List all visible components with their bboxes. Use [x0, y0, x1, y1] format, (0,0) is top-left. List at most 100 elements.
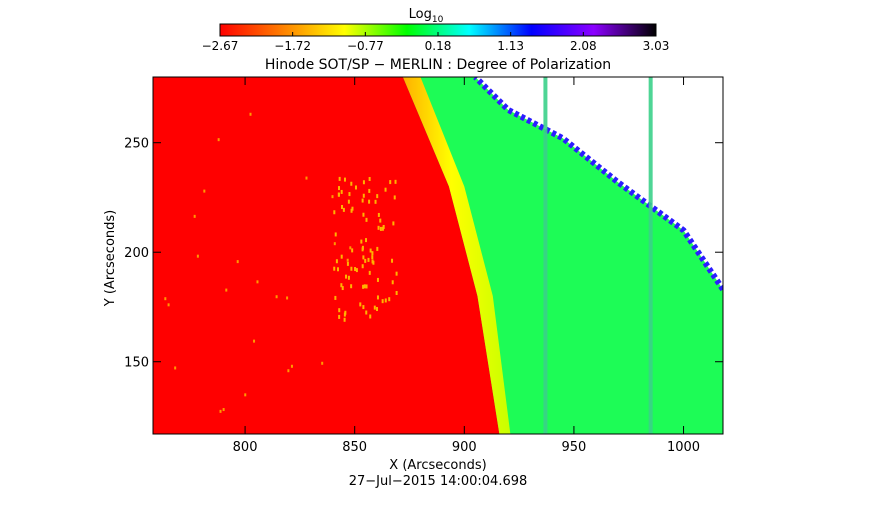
- bright-point: [348, 192, 351, 197]
- bright-point: [350, 284, 353, 289]
- bright-point: [379, 226, 382, 231]
- bright-point: [368, 176, 371, 181]
- bright-point: [217, 138, 220, 142]
- bright-point: [249, 112, 252, 116]
- bright-point: [341, 286, 344, 291]
- colorbar-tick-label: 2.08: [570, 39, 597, 53]
- heatmap-plot-area: [153, 77, 723, 434]
- bright-point: [174, 366, 177, 370]
- bright-point: [333, 210, 336, 215]
- bright-point: [338, 186, 341, 191]
- bright-point: [368, 270, 371, 275]
- x-tick-label: 950: [562, 440, 587, 455]
- colorbar-tick-label: −0.77: [347, 39, 384, 53]
- timestamp-footer: 27−Jul−2015 14:00:04.698: [349, 474, 528, 489]
- bright-point: [391, 280, 394, 285]
- x-tick-label: 800: [233, 440, 258, 455]
- bright-point: [338, 308, 341, 313]
- bright-points: [164, 112, 398, 413]
- bright-point: [334, 232, 337, 237]
- colorbar-tick-label: −1.72: [274, 39, 311, 53]
- bright-point: [368, 199, 371, 204]
- bright-point: [167, 303, 170, 307]
- colorbar-tick-label: 0.18: [425, 39, 452, 53]
- bright-point: [359, 302, 362, 307]
- bright-point: [362, 180, 365, 185]
- bright-point: [244, 393, 247, 397]
- bright-point: [347, 275, 350, 280]
- bright-point: [342, 207, 345, 212]
- bright-point: [363, 284, 366, 289]
- bright-point: [376, 194, 379, 199]
- colorbar-label: Log10: [409, 7, 444, 25]
- vertical-streak: [648, 77, 653, 434]
- y-tick-label: 200: [124, 246, 149, 261]
- bright-point: [369, 314, 372, 319]
- bright-point: [384, 298, 387, 303]
- bright-point: [369, 248, 372, 253]
- bright-point: [395, 290, 398, 295]
- bright-point: [354, 267, 357, 272]
- bright-point: [346, 261, 349, 266]
- bright-point: [373, 305, 376, 310]
- bright-point: [256, 280, 259, 284]
- bright-point: [253, 339, 256, 343]
- bright-point: [345, 274, 348, 279]
- bright-point: [196, 254, 199, 258]
- bright-point: [361, 247, 364, 252]
- bright-point: [338, 314, 341, 319]
- bright-point: [371, 251, 374, 256]
- bright-point: [164, 297, 167, 301]
- bright-point: [337, 192, 340, 197]
- bright-point: [343, 312, 346, 317]
- bright-point: [388, 297, 391, 302]
- bright-point: [372, 260, 375, 265]
- bright-point: [340, 189, 343, 194]
- bright-point: [362, 193, 365, 198]
- bright-point: [355, 268, 358, 273]
- bright-point: [219, 409, 222, 413]
- x-tick-label: 850: [342, 440, 367, 455]
- missing-data-region: [475, 77, 723, 290]
- bright-point: [362, 284, 365, 289]
- bright-point: [376, 295, 379, 300]
- bright-point: [362, 305, 365, 310]
- bright-point: [365, 217, 368, 222]
- bright-point: [371, 255, 374, 260]
- colorbar-label-subscript: 10: [432, 15, 444, 25]
- bright-point: [392, 221, 395, 226]
- x-tick-label: 1000: [667, 440, 700, 455]
- bright-point: [351, 206, 354, 211]
- bright-point: [290, 364, 293, 368]
- bright-point: [381, 299, 384, 304]
- bright-point: [365, 310, 368, 315]
- bright-point: [350, 208, 353, 213]
- colorbar-tick-label: 1.13: [497, 39, 524, 53]
- x-axis-label: X (Arcseconds): [389, 458, 486, 473]
- bright-point: [374, 199, 377, 204]
- x-tick-label: 900: [452, 440, 477, 455]
- bright-point: [391, 258, 394, 263]
- bright-point: [376, 246, 379, 251]
- bright-point: [393, 195, 396, 200]
- bright-point: [389, 180, 392, 185]
- bright-point: [350, 266, 353, 271]
- bright-point: [333, 242, 336, 246]
- bright-point: [336, 267, 339, 272]
- bright-point: [349, 246, 352, 250]
- bright-point: [384, 187, 387, 192]
- y-axis-label: Y (Arcseconds): [103, 210, 118, 307]
- bright-point: [225, 288, 228, 292]
- bright-point: [340, 254, 343, 259]
- vertical-streaks: [543, 77, 653, 434]
- bright-point: [394, 179, 397, 184]
- bright-point: [338, 176, 341, 181]
- bright-point: [395, 271, 398, 276]
- y-tick-label: 150: [124, 356, 149, 371]
- bright-point: [343, 177, 346, 182]
- colorbar-ticks: −2.67 −1.72 −0.77 0.18 1.13 2.08 3.03: [202, 32, 669, 53]
- x-axis-ticks: 800 850 900 950 1000: [233, 77, 700, 455]
- bright-point: [365, 284, 368, 289]
- chart-title: Hinode SOT/SP − MERLIN : Degree of Polar…: [265, 57, 611, 73]
